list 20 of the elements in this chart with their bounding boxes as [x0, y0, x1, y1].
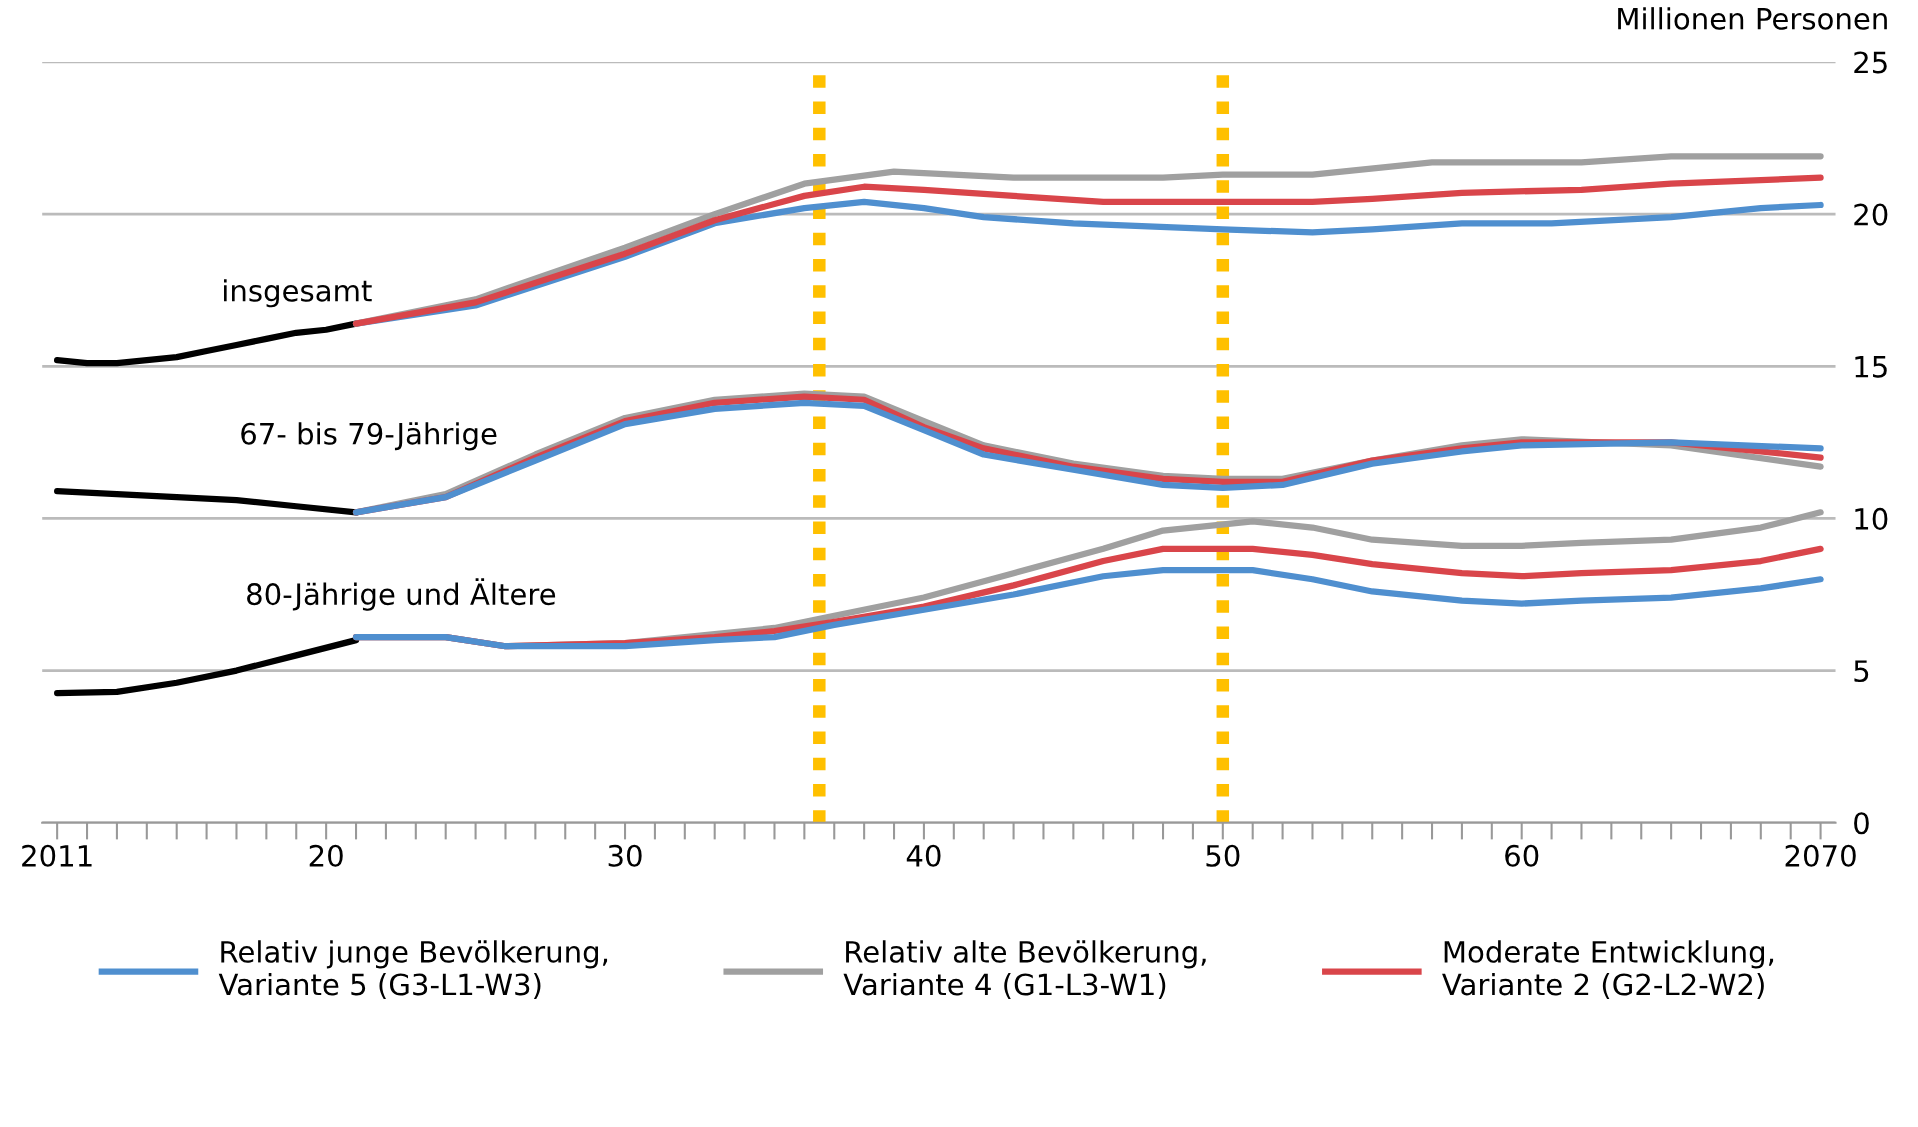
y-tick-label: 0 [1854, 812, 1869, 835]
legend-label: Moderate Entwicklung, Variante 2 (G2-L2-W2) [1442, 940, 1774, 999]
x-tick-label: 2070 [1785, 844, 1856, 867]
annotation: 80-Jährige und Ältere [247, 578, 556, 611]
annotation: 67- bis 79-Jährige [241, 422, 497, 451]
x-tick-label: 20 [309, 844, 343, 867]
y-tick-label: 20 [1854, 203, 1888, 226]
y-tick-label: 5 [1854, 660, 1869, 683]
y-axis-title: Millionen Personen [1618, 7, 1887, 30]
y-tick-label: 15 [1855, 356, 1887, 378]
y-tick-label: 25 [1854, 51, 1887, 74]
x-tick-label: 60 [1505, 844, 1539, 867]
annotation: insgesamt [224, 279, 372, 308]
legend-label: Relativ alte Bevölkerung, Variante 4 (G1-L3-W1) [843, 940, 1206, 999]
x-tick-label: 40 [906, 844, 941, 867]
x-tick-label: 30 [608, 844, 642, 867]
x-tick-label: 50 [1206, 844, 1240, 867]
y-tick-label: 10 [1855, 507, 1888, 530]
x-tick-label: 2011 [22, 844, 92, 867]
legend-label: Relativ junge Bevölkerung, Variante 5 (G3-L1-W3) [218, 940, 608, 999]
